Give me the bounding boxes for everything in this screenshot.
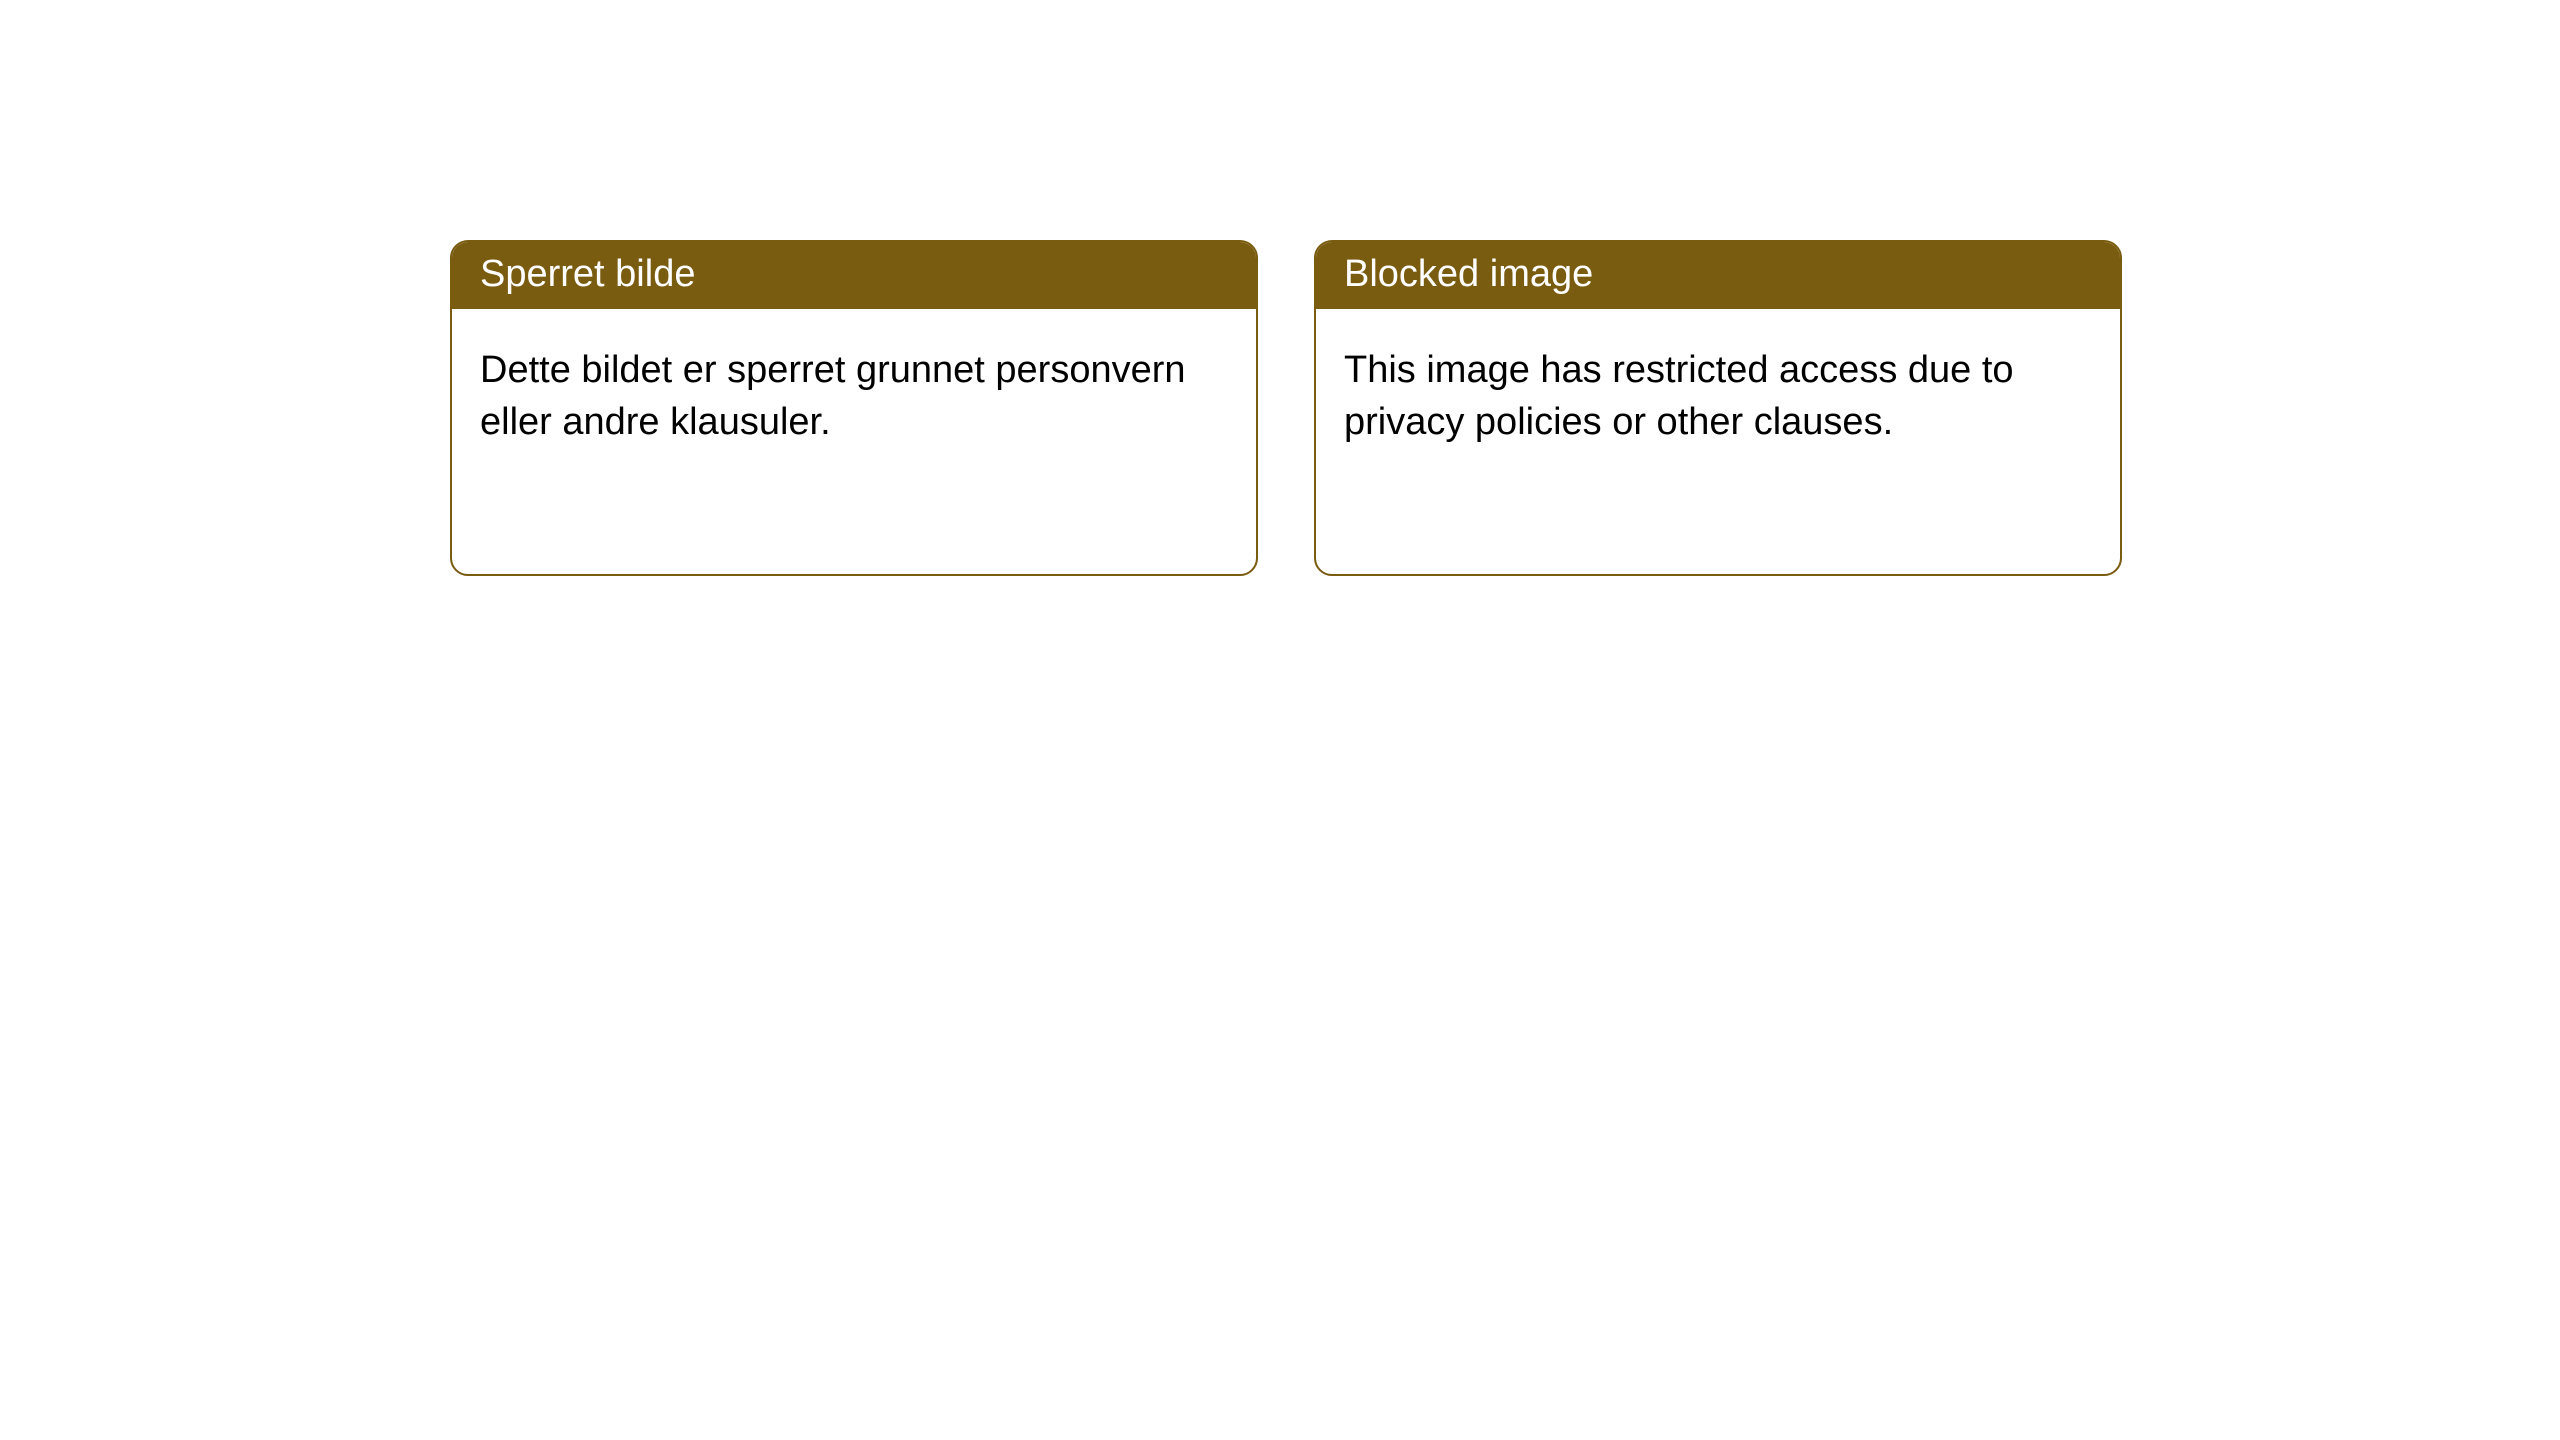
blocked-image-card-no: Sperret bilde Dette bildet er sperret gr… [450, 240, 1258, 576]
card-body-no: Dette bildet er sperret grunnet personve… [452, 309, 1256, 476]
card-header-en: Blocked image [1316, 242, 2120, 309]
blocked-image-card-en: Blocked image This image has restricted … [1314, 240, 2122, 576]
notice-container: Sperret bilde Dette bildet er sperret gr… [0, 0, 2560, 576]
card-body-en: This image has restricted access due to … [1316, 309, 2120, 476]
card-header-no: Sperret bilde [452, 242, 1256, 309]
